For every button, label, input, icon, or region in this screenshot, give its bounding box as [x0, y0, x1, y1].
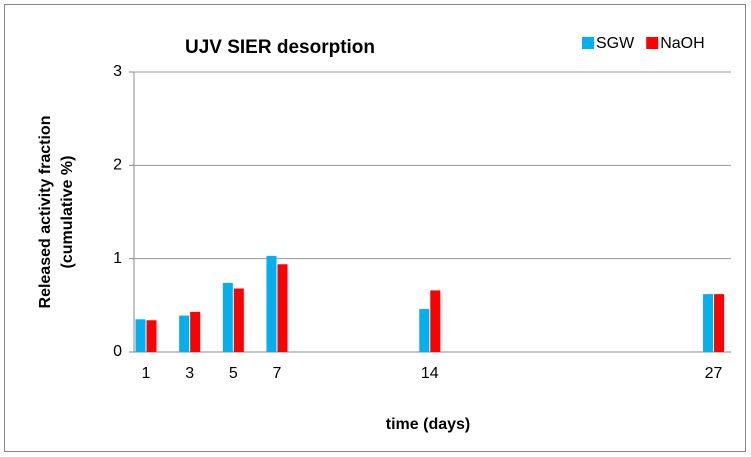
- chart-border: [4, 4, 746, 452]
- x-tick-label: 27: [705, 365, 723, 382]
- y-tick-label: 1: [113, 250, 122, 267]
- bar: [419, 309, 430, 352]
- x-tick-label: 1: [142, 365, 151, 382]
- bar: [135, 319, 146, 352]
- bar: [703, 294, 714, 352]
- bar: [233, 288, 244, 352]
- bar: [277, 264, 288, 352]
- bar: [146, 320, 157, 352]
- y-tick-label: 3: [113, 63, 122, 80]
- bar: [179, 315, 190, 352]
- bar: [266, 255, 277, 352]
- x-tick-label: 5: [229, 365, 238, 382]
- y-axis-label: (cumulative %): [59, 156, 76, 269]
- x-tick-label: 7: [273, 365, 282, 382]
- legend-swatch: [582, 37, 594, 49]
- chart-title: UJV SIER desorption: [185, 37, 375, 58]
- y-axis-label: Released activity fraction: [37, 116, 54, 309]
- bar: [190, 311, 201, 352]
- x-tick-label: 14: [421, 365, 439, 382]
- legend-label: NaOH: [660, 35, 704, 52]
- bar: [430, 290, 441, 352]
- bar: [222, 282, 233, 352]
- y-tick-label: 2: [113, 157, 122, 174]
- bar: [714, 294, 725, 352]
- y-tick-label: 0: [113, 343, 122, 360]
- legend-label: SGW: [596, 35, 635, 52]
- x-tick-label: 3: [185, 365, 194, 382]
- legend-swatch: [646, 37, 659, 49]
- x-axis-label: time (days): [386, 416, 470, 433]
